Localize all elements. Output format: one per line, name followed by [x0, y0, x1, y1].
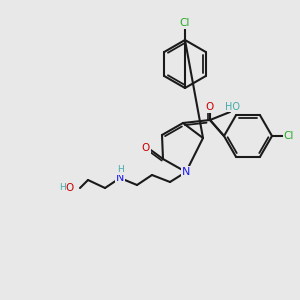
- Text: O: O: [66, 183, 74, 193]
- Text: N: N: [182, 167, 190, 177]
- Text: Cl: Cl: [284, 131, 294, 141]
- Text: HO: HO: [226, 102, 241, 112]
- Text: O: O: [142, 143, 150, 153]
- Text: N: N: [116, 173, 124, 183]
- Text: H: H: [117, 166, 123, 175]
- Text: Cl: Cl: [180, 18, 190, 28]
- Text: H: H: [58, 184, 65, 193]
- Text: O: O: [206, 102, 214, 112]
